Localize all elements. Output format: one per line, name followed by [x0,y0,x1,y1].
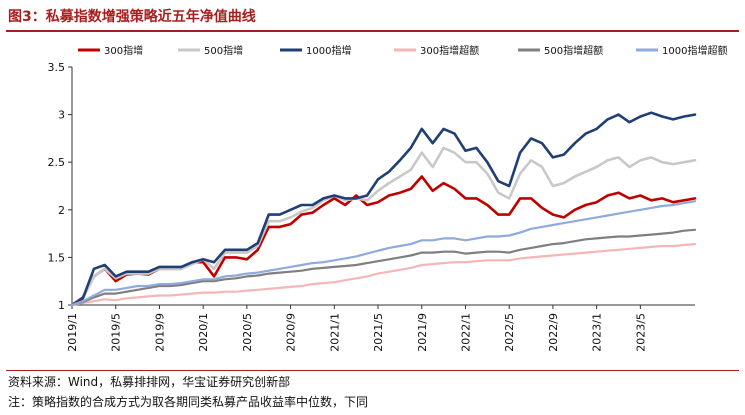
y-tick-label: 1 [58,299,65,312]
x-tick-label: 2022/5 [503,313,516,352]
legend-label-2: 500指增 [204,44,243,57]
x-tick-label: 2021/9 [416,313,429,352]
x-tick-label: 2021/1 [328,313,341,352]
method-note: 注：策略指数的合成方式为取各期同类私募产品收益率中位数，下同 [8,395,369,409]
y-tick-label: 3.5 [48,61,66,74]
x-tick-label: 2020/5 [241,313,254,352]
figure-title: 图3：私募指数增强策略近五年净值曲线 [8,9,256,25]
chart-series-lines [70,111,697,307]
series-line-6 [70,200,697,307]
legend-label-6: 1000指增超额 [662,44,727,57]
series-line-5 [70,228,697,307]
chart-legend: 300指增 500指增 1000指增 300指增超额 500指增超额 1000指增超额 [78,44,727,57]
line-chart: 1 1.5 2 2.5 3 3.5 2019/1 2019/5 2019/9 2020/1 2020… [48,44,728,352]
x-tick-label: 2019/9 [153,313,166,352]
x-tick-label: 2020/1 [197,313,210,352]
source-note: 资料来源：Wind，私募排排网，华宝证券研究创新部 [8,375,291,389]
x-tick-label: 2019/1 [66,313,79,352]
series-line-4 [70,243,697,307]
x-tick-label: 2022/9 [547,313,560,352]
series-line-2 [70,146,697,307]
y-tick-label: 1.5 [48,251,66,264]
legend-label-1: 300指增 [104,44,143,57]
legend-label-5: 500指增超额 [544,44,603,57]
x-tick-label: 2019/5 [110,313,123,352]
chart-axes: 1 1.5 2 2.5 3 3.5 2019/1 2019/5 2019/9 2020/1 2020… [48,61,695,352]
title-divider [6,30,739,32]
x-tick-label: 2021/5 [372,313,385,352]
x-tick-label: 2023/1 [591,313,604,352]
y-tick-label: 2.5 [48,156,66,169]
y-tick-label: 3 [58,109,65,122]
legend-label-3: 1000指增 [306,44,351,57]
x-tick-label: 2023/5 [634,313,647,352]
notes-divider [6,370,739,371]
y-tick-label: 2 [58,204,65,217]
legend-label-4: 300指增超额 [420,44,479,57]
series-line-3 [70,111,697,307]
x-tick-label: 2020/9 [285,313,298,352]
x-tick-label: 2022/1 [459,313,472,352]
